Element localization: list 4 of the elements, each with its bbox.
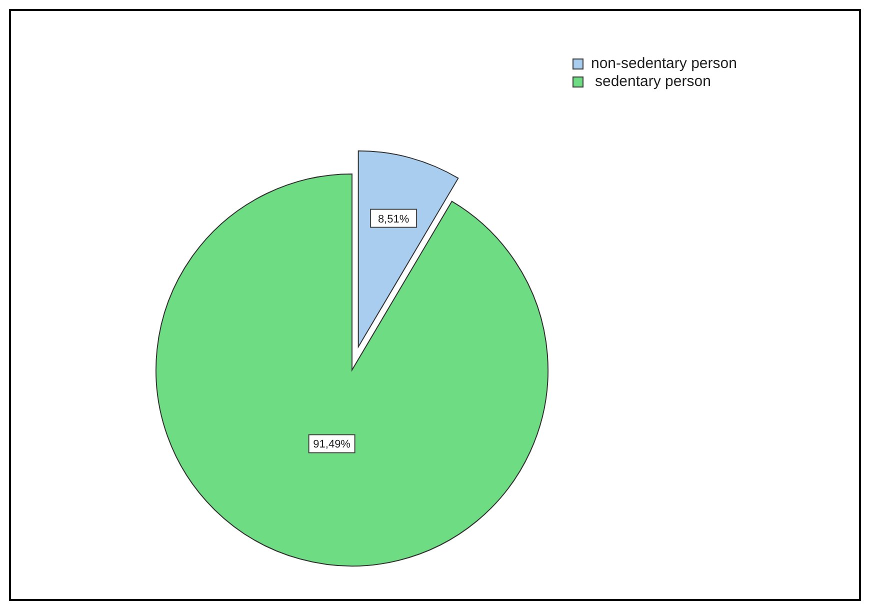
data-label: 91,49% xyxy=(313,438,351,451)
data-label: 8,51% xyxy=(378,213,410,226)
legend-label: non-sedentary person xyxy=(591,55,737,72)
legend-label: sedentary person xyxy=(595,73,711,90)
